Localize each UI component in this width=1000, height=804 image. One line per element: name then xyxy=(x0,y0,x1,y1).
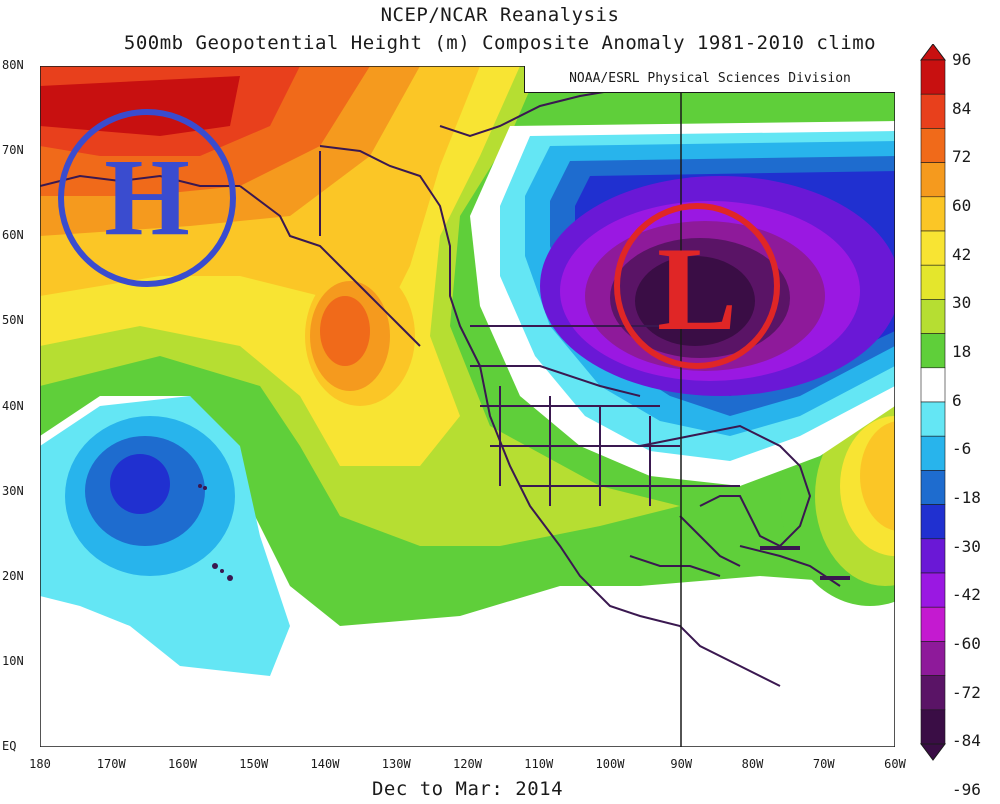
colorbar-top-arrow xyxy=(920,44,946,61)
colorbar-tick-label: 72 xyxy=(952,147,972,167)
colorbar-swatch xyxy=(920,504,946,540)
lat-tick-label: EQ xyxy=(2,739,17,753)
colorbar-swatch xyxy=(920,401,946,437)
colorbar-swatch xyxy=(920,128,946,163)
lat-tick-label: 70N xyxy=(2,143,24,158)
colorbar xyxy=(920,44,946,761)
high-letter: H xyxy=(104,136,190,258)
lon-tick-label: 120W xyxy=(453,757,482,771)
colorbar-tick-label: -72 xyxy=(952,682,981,702)
colorbar-swatch xyxy=(920,299,946,334)
map-title: NCEP/NCAR Reanalysis xyxy=(380,4,620,26)
lon-tick-label: 80W xyxy=(741,757,764,771)
colorbar-swatch xyxy=(920,606,946,642)
lat-tick-label: 60N xyxy=(2,228,24,243)
low-pressure-marker: L xyxy=(614,203,780,369)
colorbar-swatch xyxy=(920,435,946,471)
lon-tick-label: 100W xyxy=(595,757,625,771)
lon-tick-label: 90W xyxy=(670,757,693,771)
colorbar-swatch xyxy=(920,538,946,574)
atlantic-positive-anomaly xyxy=(780,386,895,606)
pacific-negative-anomaly xyxy=(40,396,290,676)
colorbar-tick-label: -6 xyxy=(952,439,972,459)
lat-tick-label: 20N xyxy=(2,568,24,583)
colorbar-swatch xyxy=(920,470,946,505)
lon-tick-label: 60W xyxy=(884,757,906,771)
lon-tick-label: 130W xyxy=(381,757,411,771)
colorbar-tick-label: 60 xyxy=(952,196,972,215)
colorbar-tick-label: -96 xyxy=(952,780,981,799)
lon-tick-label: 70W xyxy=(812,757,835,771)
anomaly-map: H L xyxy=(40,66,895,747)
high-pressure-marker: H xyxy=(58,109,236,287)
lat-tick-label: 80N xyxy=(2,58,24,72)
low-letter: L xyxy=(657,222,737,355)
colorbar-tick-label: 18 xyxy=(952,342,972,361)
colorbar-swatch xyxy=(920,93,946,129)
lat-tick-label: 50N xyxy=(2,313,24,328)
credit-label: NOAA/ESRL Physical Sciences Division xyxy=(524,66,895,93)
trough-negative-anomaly xyxy=(470,121,895,486)
lat-tick-label: 40N xyxy=(2,398,24,413)
colorbar-bottom-arrow xyxy=(920,743,946,761)
lon-tick-label: 150W xyxy=(239,757,269,771)
colorbar-tick-label: -84 xyxy=(952,731,981,751)
colorbar-swatch xyxy=(920,709,946,745)
colorbar-tick-label: 42 xyxy=(952,244,972,264)
colorbar-swatch xyxy=(920,264,946,300)
colorbar-swatch xyxy=(920,333,946,369)
lat-tick-label: 30N xyxy=(2,483,24,498)
colorbar-swatch xyxy=(920,162,946,198)
colorbar-tick-label: -42 xyxy=(952,585,981,605)
colorbar-tick-label: -18 xyxy=(952,488,981,507)
colorbar-swatch xyxy=(920,59,946,95)
lon-tick-label: 170W xyxy=(96,757,126,771)
coastlines xyxy=(40,85,841,687)
colorbar-swatch xyxy=(920,675,946,711)
colorbar-swatch xyxy=(920,230,946,266)
colorbar-tick-label: -30 xyxy=(952,536,981,556)
colorbar-swatch xyxy=(920,641,946,676)
colorbar-swatch xyxy=(920,572,946,608)
colorbar-tick-label: 30 xyxy=(952,293,972,313)
colorbar-tick-label: -60 xyxy=(952,634,981,653)
colorbar-tick-label: 96 xyxy=(952,50,972,69)
islands xyxy=(198,484,850,581)
map-subtitle: 500mb Geopotential Height (m) Composite … xyxy=(123,32,877,54)
lon-tick-label: 110W xyxy=(524,757,554,771)
lat-tick-label: 10N xyxy=(2,653,24,668)
lon-tick-label: 140W xyxy=(310,757,340,771)
lon-tick-label: 180 xyxy=(29,757,51,771)
colorbar-swatch xyxy=(920,367,946,403)
colorbar-swatch xyxy=(920,196,946,232)
date-range-label: Dec to Mar: 2014 xyxy=(371,778,564,800)
colorbar-tick-label: 84 xyxy=(952,98,972,118)
lon-tick-label: 160W xyxy=(168,757,197,771)
colorbar-tick-label: 6 xyxy=(952,390,962,410)
